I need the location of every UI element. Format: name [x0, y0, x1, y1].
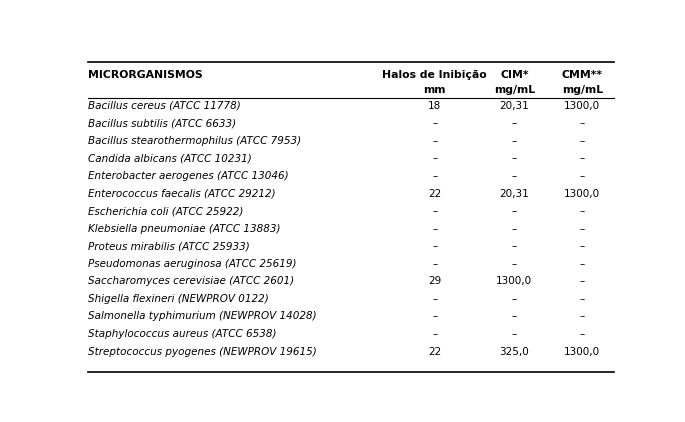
Text: 22: 22 [428, 346, 441, 357]
Text: CIM*: CIM* [500, 70, 529, 80]
Text: 1300,0: 1300,0 [564, 189, 600, 199]
Text: –: – [580, 206, 585, 216]
Text: 18: 18 [428, 101, 441, 111]
Text: MICRORGANISMOS: MICRORGANISMOS [88, 70, 203, 80]
Text: Shigella flexineri (NEWPROV 0122): Shigella flexineri (NEWPROV 0122) [88, 294, 269, 304]
Text: Streptococcus pyogenes (NEWPROV 19615): Streptococcus pyogenes (NEWPROV 19615) [88, 346, 317, 357]
Text: –: – [432, 329, 437, 339]
Text: –: – [512, 311, 517, 322]
Text: –: – [432, 119, 437, 128]
Text: mg/mL: mg/mL [562, 85, 603, 95]
Text: 1300,0: 1300,0 [564, 346, 600, 357]
Text: 22: 22 [428, 189, 441, 199]
Text: mm: mm [423, 85, 446, 95]
Text: Pseudomonas aeruginosa (ATCC 25619): Pseudomonas aeruginosa (ATCC 25619) [88, 259, 297, 269]
Text: –: – [432, 311, 437, 322]
Text: Candida albicans (ATCC 10231): Candida albicans (ATCC 10231) [88, 154, 252, 163]
Text: Enterococcus faecalis (ATCC 29212): Enterococcus faecalis (ATCC 29212) [88, 189, 276, 199]
Text: –: – [580, 224, 585, 234]
Text: –: – [512, 119, 517, 128]
Text: –: – [580, 119, 585, 128]
Text: Salmonella typhimurium (NEWPROV 14028): Salmonella typhimurium (NEWPROV 14028) [88, 311, 317, 322]
Text: Bacillus cereus (ATCC 11778): Bacillus cereus (ATCC 11778) [88, 101, 241, 111]
Text: –: – [512, 171, 517, 181]
Text: –: – [512, 241, 517, 251]
Text: –: – [580, 154, 585, 163]
Text: –: – [580, 171, 585, 181]
Text: Escherichia coli (ATCC 25922): Escherichia coli (ATCC 25922) [88, 206, 244, 216]
Text: –: – [432, 154, 437, 163]
Text: –: – [512, 136, 517, 146]
Text: Bacillus subtilis (ATCC 6633): Bacillus subtilis (ATCC 6633) [88, 119, 236, 128]
Text: 1300,0: 1300,0 [496, 276, 532, 287]
Text: –: – [580, 259, 585, 269]
Text: –: – [580, 294, 585, 304]
Text: Bacillus stearothermophilus (ATCC 7953): Bacillus stearothermophilus (ATCC 7953) [88, 136, 301, 146]
Text: Enterobacter aerogenes (ATCC 13046): Enterobacter aerogenes (ATCC 13046) [88, 171, 289, 181]
Text: –: – [512, 329, 517, 339]
Text: –: – [432, 294, 437, 304]
Text: –: – [512, 294, 517, 304]
Text: –: – [512, 206, 517, 216]
Text: –: – [580, 311, 585, 322]
Text: –: – [580, 329, 585, 339]
Text: –: – [432, 136, 437, 146]
Text: –: – [432, 224, 437, 234]
Text: –: – [512, 259, 517, 269]
Text: 29: 29 [428, 276, 441, 287]
Text: –: – [580, 136, 585, 146]
Text: –: – [580, 241, 585, 251]
Text: 20,31: 20,31 [499, 189, 530, 199]
Text: Halos de Inibição: Halos de Inibição [382, 70, 487, 80]
Text: –: – [512, 224, 517, 234]
Text: 1300,0: 1300,0 [564, 101, 600, 111]
Text: –: – [432, 241, 437, 251]
Text: Saccharomyces cerevisiae (ATCC 2601): Saccharomyces cerevisiae (ATCC 2601) [88, 276, 295, 287]
Text: Klebsiella pneumoniae (ATCC 13883): Klebsiella pneumoniae (ATCC 13883) [88, 224, 281, 234]
Text: Proteus mirabilis (ATCC 25933): Proteus mirabilis (ATCC 25933) [88, 241, 250, 251]
Text: Staphylococcus aureus (ATCC 6538): Staphylococcus aureus (ATCC 6538) [88, 329, 277, 339]
Text: –: – [432, 171, 437, 181]
Text: –: – [580, 276, 585, 287]
Text: –: – [432, 206, 437, 216]
Text: mg/mL: mg/mL [494, 85, 535, 95]
Text: –: – [432, 259, 437, 269]
Text: 325,0: 325,0 [499, 346, 530, 357]
Text: 20,31: 20,31 [499, 101, 530, 111]
Text: –: – [512, 154, 517, 163]
Text: CMM**: CMM** [562, 70, 603, 80]
